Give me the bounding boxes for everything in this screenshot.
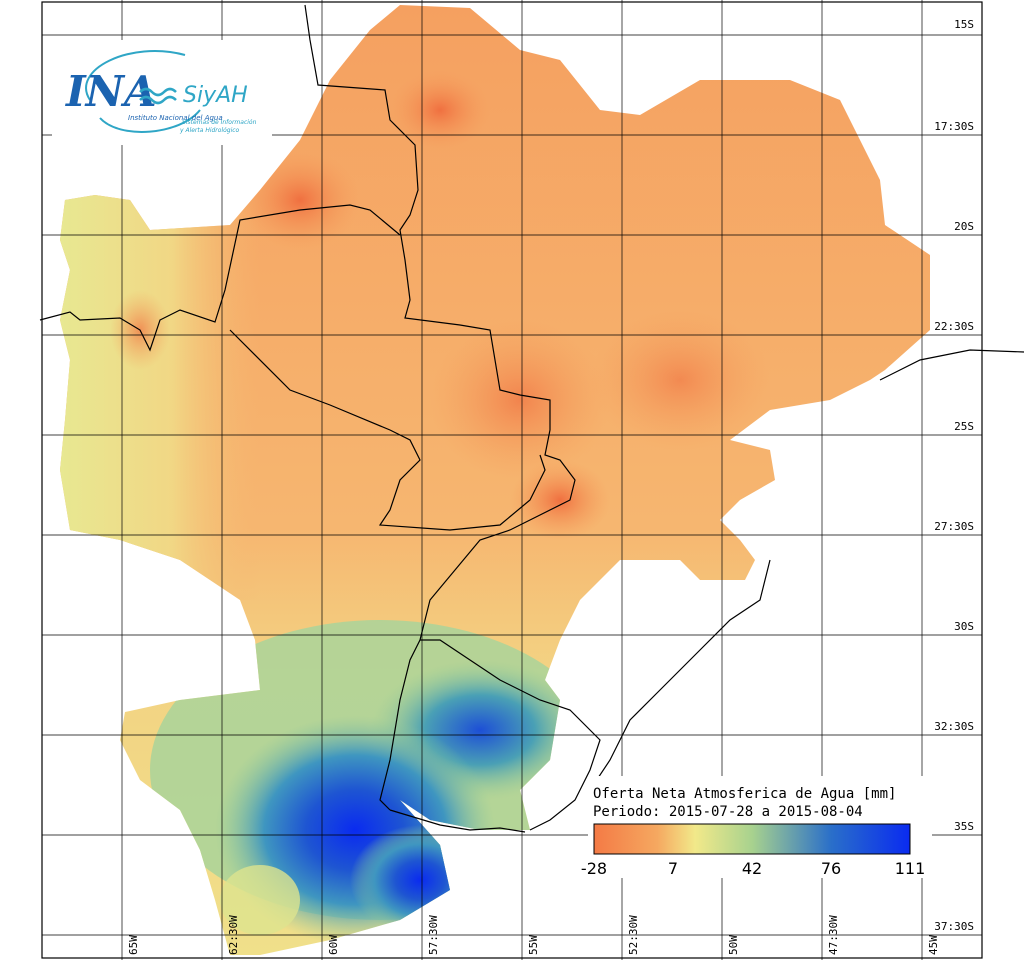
lat-label: 17:30S [934, 120, 974, 133]
lon-labels: 65W 62:30W 60W 57:30W 55W 52:30W 50W 47:… [127, 915, 940, 955]
legend-tick: 76 [821, 859, 841, 878]
lat-label: 20S [954, 220, 974, 233]
legend-tick: 7 [668, 859, 678, 878]
lon-label: 50W [727, 935, 740, 955]
lat-lon-grid [42, 0, 982, 960]
political-borders [39, 4, 1024, 833]
lat-label: 37:30S [934, 920, 974, 933]
logo-institution: Instituto Nacional del Agua [128, 114, 223, 122]
legend-tick: -28 [581, 859, 607, 878]
lat-label: 22:30S [934, 320, 974, 333]
lon-label: 65W [127, 935, 140, 955]
ina-siyah-logo: INA SiyAH Instituto Nacional del Agua Si… [52, 40, 272, 145]
logo-product: SiyAH [183, 83, 248, 108]
lon-label: 55W [527, 935, 540, 955]
legend-tick: 111 [895, 859, 926, 878]
lat-label: 27:30S [934, 520, 974, 533]
logo-brand: INA [65, 67, 157, 116]
logo-tagline-2: y Alerta Hidrológico [179, 127, 240, 134]
color-scale-bar [593, 823, 911, 855]
lon-label: 60W [327, 935, 340, 955]
lat-label: 15S [954, 18, 974, 31]
legend-title: Oferta Neta Atmosferica de Agua [mm] [593, 786, 896, 802]
lat-labels: 15S 17:30S 20S 22:30S 25S 27:30S 30S 32:… [934, 18, 974, 933]
lon-label: 47:30W [827, 915, 840, 955]
map-frame [41, 1, 983, 959]
logo-tagline-1: Sistemas de Información [182, 119, 257, 126]
legend: Oferta Neta Atmosferica de Agua [mm] Per… [581, 776, 932, 878]
lon-label: 45W [927, 935, 940, 955]
legend-period: Periodo: 2015-07-28 a 2015-08-04 [593, 804, 863, 820]
lat-label: 25S [954, 420, 974, 433]
lon-label: 52:30W [627, 915, 640, 955]
lon-label: 57:30W [427, 915, 440, 955]
lon-label: 62:30W [227, 915, 240, 955]
lat-label: 35S [954, 820, 974, 833]
lat-label: 32:30S [934, 720, 974, 733]
legend-tick: 42 [742, 859, 762, 878]
lat-label: 30S [954, 620, 974, 633]
